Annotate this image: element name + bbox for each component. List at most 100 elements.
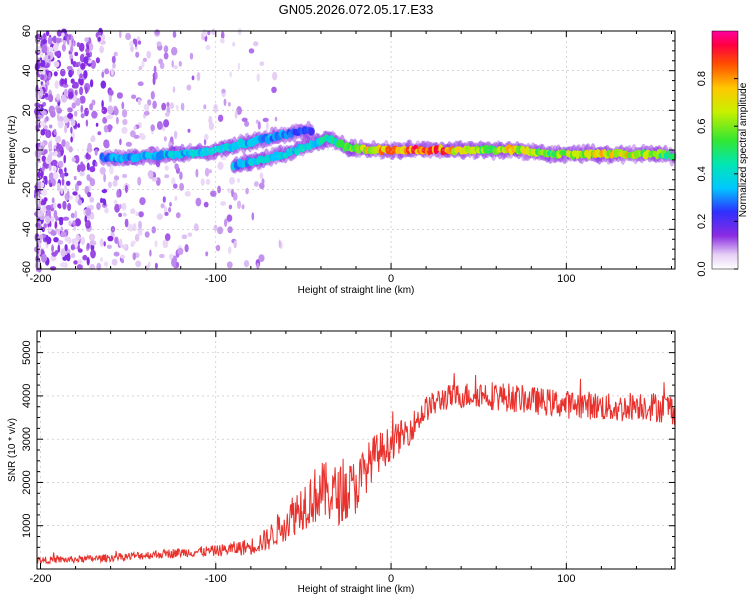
- spectrogram-speckle: [135, 211, 139, 217]
- spectrogram-speckle: [138, 65, 143, 71]
- spectrogram-speckle: [79, 73, 83, 79]
- spectrogram-speckle: [169, 102, 174, 109]
- spectrogram-speckle: [77, 199, 83, 206]
- spectrogram-speckle: [54, 80, 59, 89]
- spectrogram-speckle: [62, 40, 67, 45]
- spectrogram-speckle: [85, 86, 88, 94]
- spectrogram-speckle: [41, 70, 46, 75]
- spectrogram-speckle: [55, 227, 58, 234]
- spectrogram-speckle: [73, 175, 77, 181]
- spectrogram-speckle: [90, 212, 95, 220]
- spectrogram-speckle: [48, 72, 52, 81]
- spectrogram-speckle: [61, 177, 65, 186]
- spectrogram-speckle: [89, 103, 94, 111]
- spectrogram-speckle: [57, 203, 61, 209]
- spectrogram-speckle: [141, 61, 145, 68]
- spectrogram-speckle: [107, 235, 114, 242]
- spectrogram-speckle: [237, 178, 240, 183]
- spectrogram-speckle: [119, 138, 122, 146]
- spectrogram-speckle: [133, 125, 137, 130]
- spectrogram-speckle: [150, 90, 155, 100]
- spectrogram-speckle: [94, 148, 98, 156]
- spectrogram-speckle: [99, 45, 104, 54]
- spectrogram-speckle: [229, 71, 232, 78]
- spectrogram-speckle: [253, 41, 259, 47]
- spectrogram-speckle: [57, 244, 61, 253]
- spectrogram-speckle: [180, 102, 185, 111]
- spectrogram-speckle: [84, 37, 89, 43]
- spectrogram-speckle: [251, 212, 255, 221]
- spectrogram-x-tick-label: -100: [205, 273, 227, 285]
- spectrogram-speckle: [179, 182, 185, 191]
- spectrogram-speckle: [121, 126, 128, 134]
- spectrogram-speckle: [113, 51, 118, 57]
- spectrogram-speckle: [156, 213, 163, 220]
- spectrogram-speckle: [171, 258, 176, 267]
- colorbar-tick-label: 0.2: [696, 214, 708, 229]
- spectrogram-speckle: [253, 181, 259, 187]
- spectrogram-y-tick-label: -40: [21, 221, 33, 237]
- spectrogram-speckle: [86, 162, 90, 171]
- spectrogram-speckle: [220, 37, 225, 44]
- spectrogram-speckle: [193, 223, 199, 232]
- spectrogram-speckle: [132, 223, 137, 232]
- spectrogram-speckle: [116, 189, 120, 198]
- spectrogram-speckle: [60, 68, 66, 77]
- spectrogram-speckle: [172, 86, 176, 93]
- spectrogram-speckle: [266, 121, 269, 130]
- spectrogram-speckle: [49, 124, 53, 129]
- spectrogram-speckle: [125, 184, 128, 194]
- spectrogram-speckle: [191, 75, 195, 81]
- spectrogram-speckle: [96, 202, 101, 210]
- spectrogram-speckle: [234, 110, 238, 119]
- spectrogram-speckle: [171, 177, 176, 185]
- spectrogram-speckle: [85, 207, 92, 216]
- spectrogram-speckle: [71, 69, 74, 76]
- spectrogram-speckle: [53, 172, 59, 180]
- spectrogram-speckle: [51, 178, 56, 187]
- spectrogram-speckle: [163, 52, 169, 60]
- spectrogram-speckle: [69, 46, 74, 53]
- spectrogram-speckle: [64, 125, 68, 134]
- spectrogram-speckle: [64, 183, 67, 192]
- spectrogram-speckle: [103, 241, 106, 247]
- spectrogram-speckle: [80, 62, 86, 70]
- spectrogram-speckle: [211, 28, 216, 36]
- spectrogram-y-label: Frequency (Hz): [7, 116, 18, 185]
- spectrogram-speckle: [50, 216, 55, 223]
- spectrogram-speckle: [46, 209, 51, 218]
- spectrogram-speckle: [66, 253, 71, 262]
- spectrogram-speckle: [85, 152, 89, 160]
- spectrogram-speckle: [91, 99, 96, 106]
- spectrogram-speckle: [88, 177, 93, 182]
- spectrogram-speckle: [213, 103, 219, 113]
- spectrogram-speckle: [89, 196, 95, 203]
- spectrogram-speckle: [184, 191, 191, 197]
- spectrogram-speckle: [63, 154, 66, 164]
- spectrogram-speckle: [37, 170, 44, 179]
- spectrogram-speckle: [89, 166, 96, 173]
- spectrogram-speckle: [73, 81, 79, 89]
- spectrogram-speckle: [90, 136, 96, 142]
- spectrogram-speckle: [57, 119, 64, 129]
- spectrogram-speckle: [132, 252, 137, 261]
- spectrogram-speckle: [174, 196, 178, 201]
- spectrogram-speckle: [88, 233, 96, 241]
- spectrogram-speckle: [50, 230, 57, 236]
- spectrogram-speckle: [261, 178, 265, 185]
- spectrogram-speckle: [83, 70, 88, 79]
- spectrogram-speckle: [156, 41, 162, 47]
- spectrogram-speckle: [79, 79, 84, 86]
- spectrogram-speckle: [150, 124, 155, 132]
- spectrogram-speckle: [164, 233, 171, 242]
- spectrogram-speckle: [142, 57, 147, 63]
- spectrogram-speckle: [173, 130, 178, 139]
- spectrogram-speckle: [106, 244, 112, 249]
- spectrogram-speckle: [74, 110, 78, 117]
- spectrogram-speckle: [154, 240, 158, 248]
- spectrogram-speckle: [65, 141, 70, 150]
- spectrogram-speckle: [51, 159, 58, 166]
- spectrogram-speckle: [74, 218, 81, 227]
- colorbar-tick-label: 0.0: [696, 261, 708, 276]
- spectrogram-speckle: [220, 201, 227, 206]
